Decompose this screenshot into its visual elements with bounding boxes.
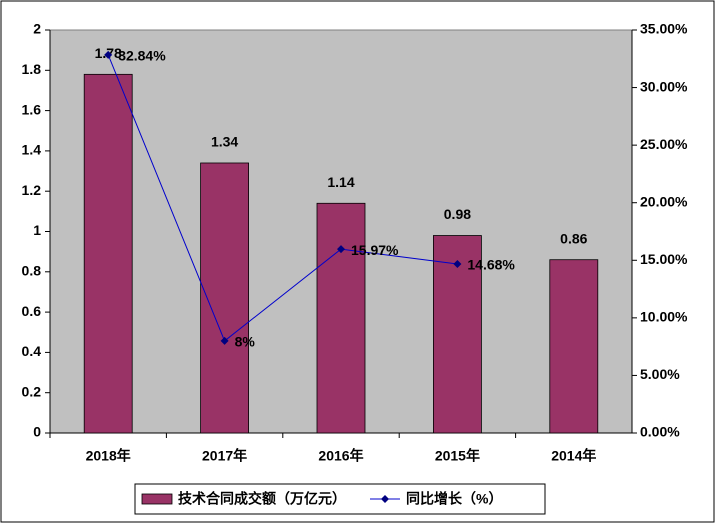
y2-tick-label: 30.00% xyxy=(640,78,688,94)
x-tick-label: 2016年 xyxy=(318,448,363,464)
bar xyxy=(83,73,133,434)
x-tick-label: 2015年 xyxy=(435,448,480,464)
x-tick-label: 2014年 xyxy=(551,448,596,464)
y-tick-label: 0 xyxy=(33,424,41,440)
bar-value-label: 0.98 xyxy=(444,206,471,222)
y-tick-label: 1 xyxy=(33,222,41,238)
y-tick-label: 1.8 xyxy=(22,61,42,77)
bar-value-label: 1.14 xyxy=(327,174,354,190)
y2-tick-label: 20.00% xyxy=(640,193,688,209)
line-marker xyxy=(337,245,345,254)
y-tick-label: 0.2 xyxy=(22,383,42,399)
y-tick-label: 1.6 xyxy=(22,101,42,117)
y2-tick-label: 25.00% xyxy=(640,136,688,152)
bar xyxy=(432,235,482,434)
bar xyxy=(316,202,366,434)
bar-value-label: 0.86 xyxy=(560,230,587,246)
line-value-label: 8% xyxy=(235,334,256,350)
line-marker xyxy=(220,336,229,345)
y-tick-label: 1.2 xyxy=(22,182,42,198)
y2-tick-label: 15.00% xyxy=(640,251,688,267)
y2-tick-label: 0.00% xyxy=(640,424,680,440)
bar xyxy=(549,259,599,434)
line-value-label: 32.84% xyxy=(118,48,166,64)
line-value-label: 15.97% xyxy=(351,242,399,258)
line-marker xyxy=(104,50,113,59)
legend-marker xyxy=(381,495,389,503)
y2-tick-label: 35.00% xyxy=(640,21,688,37)
y-tick-label: 0.8 xyxy=(22,263,42,279)
y-tick-label: 0.6 xyxy=(22,303,42,319)
x-tick-label: 2017年 xyxy=(202,448,247,464)
line-marker xyxy=(453,259,462,268)
legend-label: 技术合同成交额（万亿元） xyxy=(178,491,346,507)
bar xyxy=(200,162,250,434)
y-tick-label: 1.4 xyxy=(22,142,42,158)
y2-tick-label: 5.00% xyxy=(640,366,680,382)
legend-swatch xyxy=(141,493,173,505)
y2-tick-label: 10.00% xyxy=(640,309,688,325)
line xyxy=(107,54,458,342)
y-tick-label: 0.4 xyxy=(22,343,42,359)
legend-label: 同比增长（%） xyxy=(406,491,502,507)
line-value-label: 14.68% xyxy=(467,257,515,273)
legend-box xyxy=(134,483,546,515)
x-tick-label: 2018年 xyxy=(86,448,131,464)
bar-value-label: 1.34 xyxy=(211,134,238,150)
y-tick-label: 2 xyxy=(33,21,41,37)
